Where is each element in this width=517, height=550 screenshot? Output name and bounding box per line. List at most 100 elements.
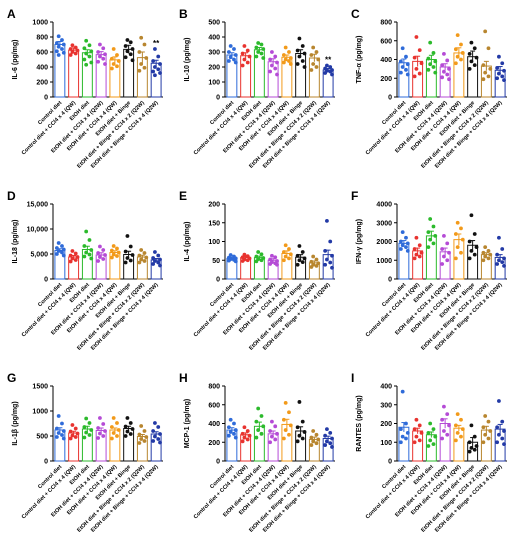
data-point	[400, 389, 405, 394]
data-point	[497, 54, 501, 59]
data-point	[414, 66, 419, 71]
y-tick-label: 100	[208, 239, 220, 246]
data-point	[115, 421, 119, 425]
data-point	[242, 425, 247, 430]
data-point	[270, 50, 274, 54]
data-point	[137, 260, 142, 265]
data-point	[87, 43, 92, 48]
data-point	[130, 253, 135, 257]
data-point	[404, 67, 408, 72]
data-point	[84, 38, 89, 43]
data-point	[101, 257, 106, 261]
data-point	[330, 265, 334, 270]
data-point	[417, 71, 422, 76]
data-point	[87, 238, 92, 242]
data-point	[153, 47, 157, 51]
y-tick-label: 200	[208, 65, 220, 72]
data-point	[287, 50, 291, 54]
data-point	[486, 256, 491, 261]
data-point	[96, 259, 101, 263]
y-axis-label: RANTES (pg/mg)	[356, 395, 363, 451]
data-point	[445, 58, 450, 63]
data-point	[54, 435, 59, 439]
data-point	[442, 51, 446, 56]
data-point	[309, 443, 314, 447]
data-point	[328, 69, 333, 74]
y-tick-label: 200	[208, 202, 220, 209]
data-point	[98, 42, 102, 47]
y-tick-label: 0	[216, 95, 220, 102]
data-point	[111, 431, 116, 435]
data-point	[488, 429, 493, 433]
data-point	[495, 76, 500, 81]
data-point	[314, 50, 319, 54]
data-point	[158, 440, 162, 445]
data-point	[89, 60, 94, 65]
data-point	[311, 45, 316, 50]
data-point	[419, 430, 424, 435]
data-point	[268, 69, 273, 74]
data-point	[245, 258, 250, 263]
data-point	[431, 427, 436, 432]
data-point	[453, 232, 458, 236]
data-point	[137, 253, 142, 258]
panel-a: AIL-6 (pg/mg)02004006008001000**Control …	[7, 7, 163, 170]
data-point	[137, 68, 142, 73]
data-point	[417, 438, 422, 443]
data-point	[228, 44, 233, 48]
data-point	[500, 74, 505, 79]
data-point	[60, 38, 64, 42]
data-point	[275, 262, 279, 267]
data-point	[54, 252, 59, 256]
data-point	[101, 56, 106, 61]
data-point	[469, 423, 474, 428]
data-point	[311, 254, 316, 259]
data-point	[459, 417, 463, 422]
data-point	[123, 55, 128, 60]
data-point	[158, 257, 162, 262]
data-point	[309, 265, 314, 269]
data-point	[109, 66, 114, 71]
data-point	[483, 29, 488, 34]
data-point	[130, 58, 135, 63]
data-point	[103, 62, 107, 66]
data-point	[455, 430, 460, 435]
data-point	[242, 44, 247, 48]
data-point	[116, 428, 121, 432]
data-point	[442, 404, 446, 409]
data-point	[233, 259, 238, 264]
y-axis-label: TNF-α (pg/mg)	[356, 36, 363, 84]
data-point	[295, 439, 300, 444]
data-point	[259, 42, 264, 47]
data-point	[428, 40, 433, 45]
data-point	[268, 429, 273, 433]
data-point	[144, 255, 149, 260]
data-point	[82, 46, 87, 51]
data-point	[84, 416, 89, 421]
data-point	[240, 51, 245, 56]
data-point	[469, 213, 474, 218]
y-tick-label: 200	[36, 80, 48, 87]
data-point	[116, 250, 121, 255]
data-point	[70, 423, 75, 427]
data-point	[481, 258, 486, 263]
data-point	[84, 229, 89, 234]
data-point	[275, 60, 279, 65]
data-point	[325, 218, 329, 223]
data-point	[474, 245, 479, 250]
data-point	[467, 440, 472, 445]
data-point	[82, 435, 87, 440]
data-point	[460, 237, 465, 242]
data-point	[500, 61, 505, 66]
data-point	[495, 440, 500, 445]
data-point	[259, 252, 264, 257]
data-point	[467, 51, 472, 56]
data-point	[445, 432, 450, 437]
y-axis-label: IL-4 (pg/mg)	[184, 221, 191, 261]
data-point	[87, 421, 92, 425]
data-point	[281, 60, 286, 65]
